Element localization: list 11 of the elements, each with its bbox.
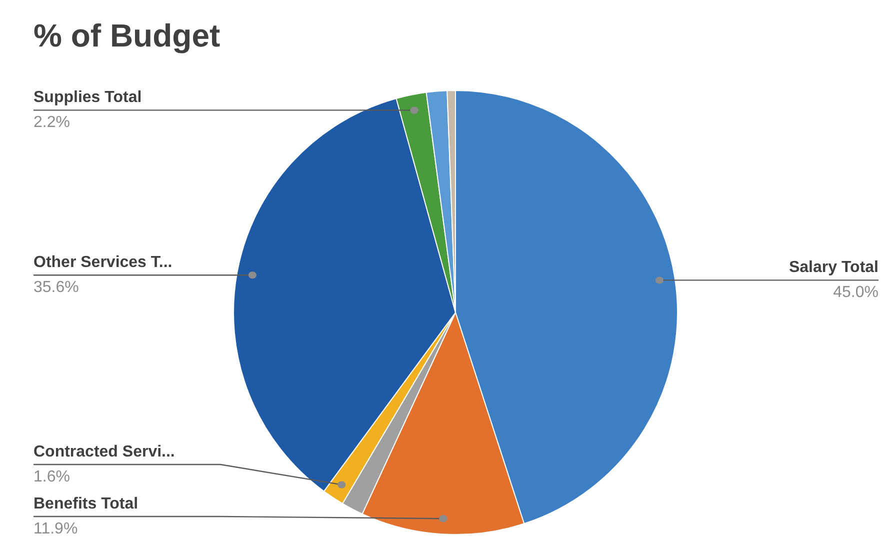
data-label: 11.9%	[34, 520, 78, 538]
slice-label: Benefits Total	[34, 496, 138, 512]
data-label: 1.6%	[34, 468, 70, 486]
data-label: 2.2%	[34, 114, 70, 132]
slice-label: Salary Total	[788, 259, 878, 276]
data-label: 45.0%	[833, 284, 879, 302]
slice-label: Contracted Servi...	[34, 444, 175, 460]
data-label: 35.6%	[34, 279, 79, 296]
slice-label: Supplies Total	[34, 89, 142, 106]
chart-title: % of Budget	[34, 18, 220, 54]
slice-label: Other Services T...	[34, 254, 172, 272]
